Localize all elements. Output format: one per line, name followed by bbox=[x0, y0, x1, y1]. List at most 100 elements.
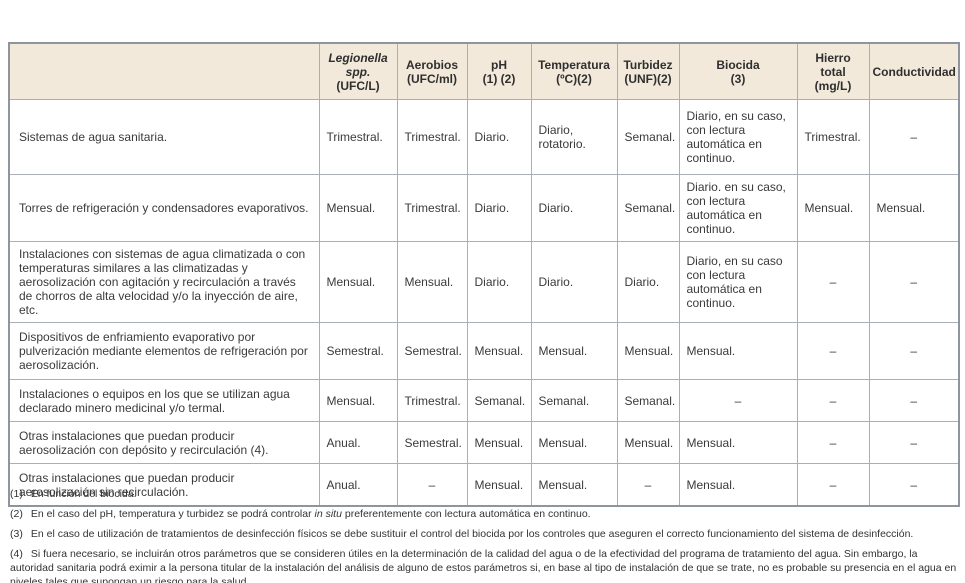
col-header-biocida: Biocida (3) bbox=[678, 42, 798, 100]
cell-ph: Mensual. bbox=[466, 322, 532, 380]
cell-legionella: Semestral. bbox=[318, 322, 398, 380]
footnote-text-italic: in situ bbox=[314, 508, 342, 520]
cell-conductividad: – bbox=[868, 241, 960, 323]
cell-turbidez: Semanal. bbox=[616, 99, 680, 175]
cell-aerobios: Trimestral. bbox=[396, 174, 468, 242]
footnote-number: (1) bbox=[10, 488, 23, 500]
cell-aerobios: – bbox=[396, 463, 468, 507]
cell-temperatura: Mensual. bbox=[530, 421, 618, 464]
col-header-temperatura-line1: Temperatura bbox=[538, 57, 610, 72]
table-row: Sistemas de agua sanitaria. Trimestral. … bbox=[8, 99, 960, 175]
cell-conductividad: – bbox=[868, 421, 960, 464]
cell-temperatura: Diario, rotatorio. bbox=[530, 99, 618, 175]
cell-legionella: Anual. bbox=[318, 421, 398, 464]
cell-ph: Diario. bbox=[466, 174, 532, 242]
footnote-text: preferentemente con lectura automática e… bbox=[341, 508, 591, 520]
cell-hierro: – bbox=[796, 421, 870, 464]
col-header-hierro: Hierro total (mg/L) bbox=[796, 42, 870, 100]
cell-biocida: Diario, en su caso con lectura automátic… bbox=[678, 241, 798, 323]
cell-temperatura: Mensual. bbox=[530, 322, 618, 380]
row-label: Sistemas de agua sanitaria. bbox=[8, 99, 320, 175]
cell-ph: Diario. bbox=[466, 99, 532, 175]
footnote-number: (2) bbox=[10, 508, 23, 520]
cell-legionella: Mensual. bbox=[318, 241, 398, 323]
table-row: Dispositivos de enfriamiento evaporativo… bbox=[8, 322, 960, 380]
row-label: Instalaciones o equipos en los que se ut… bbox=[8, 379, 320, 422]
cell-ph: Semanal. bbox=[466, 379, 532, 422]
cell-legionella: Trimestral. bbox=[318, 99, 398, 175]
col-header-hierro-line1: Hierro bbox=[815, 50, 851, 65]
col-header-aerobios-line1: Aerobios bbox=[405, 57, 458, 72]
col-header-conductividad: Conductividad bbox=[868, 42, 960, 100]
header-row: Legionella spp. (UFC/L) Aerobios (UFC/ml… bbox=[8, 42, 960, 100]
cell-legionella: Mensual. bbox=[318, 174, 398, 242]
col-header-legionella: Legionella spp. (UFC/L) bbox=[318, 42, 398, 100]
col-header-turbidez: Turbidez (UNF)(2) bbox=[616, 42, 680, 100]
col-header-ph-notes: (1) (2) bbox=[482, 71, 516, 86]
cell-biocida: Mensual. bbox=[678, 322, 798, 380]
footnote-text: Si fuera necesario, se incluirán otros p… bbox=[10, 548, 957, 583]
col-header-hierro-line2: total bbox=[820, 64, 846, 79]
col-header-aerobios-unit: (UFC/ml) bbox=[407, 71, 457, 86]
table-row: Otras instalaciones que puedan producir … bbox=[8, 421, 960, 464]
cell-biocida: Mensual. bbox=[678, 421, 798, 464]
cell-turbidez: – bbox=[616, 463, 680, 507]
cell-temperatura: Diario. bbox=[530, 174, 618, 242]
row-label: Instalaciones con sistemas de agua clima… bbox=[8, 241, 320, 323]
footnote-number: (3) bbox=[10, 528, 23, 540]
footnote-number: (4) bbox=[10, 548, 23, 560]
table-row: Instalaciones o equipos en los que se ut… bbox=[8, 379, 960, 422]
cell-conductividad: Mensual. bbox=[868, 174, 960, 242]
cell-conductividad: – bbox=[868, 322, 960, 380]
cell-aerobios: Trimestral. bbox=[396, 99, 468, 175]
row-label: Otras instalaciones que puedan producir … bbox=[8, 463, 320, 507]
footnote-2: (2) En el caso del pH, temperatura y turb… bbox=[10, 507, 958, 521]
footnote-3: (3) En el caso de utilización de tratamie… bbox=[10, 527, 958, 541]
cell-conductividad: – bbox=[868, 379, 960, 422]
cell-temperatura: Diario. bbox=[530, 241, 618, 323]
col-header-biocida-note: (3) bbox=[730, 71, 746, 86]
cell-conductividad: – bbox=[868, 99, 960, 175]
col-header-temperatura-unit: (ºC)(2) bbox=[556, 71, 592, 86]
cell-turbidez: Mensual. bbox=[616, 421, 680, 464]
table-row: Torres de refrigeración y condensadores … bbox=[8, 174, 960, 242]
cell-ph: Mensual. bbox=[466, 463, 532, 507]
cell-biocida: Diario. en su caso, con lectura automáti… bbox=[678, 174, 798, 242]
cell-hierro: – bbox=[796, 463, 870, 507]
cell-turbidez: Diario. bbox=[616, 241, 680, 323]
monitoring-frequency-table: Legionella spp. (UFC/L) Aerobios (UFC/ml… bbox=[8, 42, 960, 507]
footnote-text: En función del biocida. bbox=[30, 488, 137, 500]
row-label: Dispositivos de enfriamiento evaporativo… bbox=[8, 322, 320, 380]
row-label: Otras instalaciones que puedan producir … bbox=[8, 421, 320, 464]
col-header-legionella-unit: (UFC/L) bbox=[336, 78, 380, 93]
cell-aerobios: Semestral. bbox=[396, 322, 468, 380]
footnote-4: (4) Si fuera necesario, se incluirán otro… bbox=[10, 547, 958, 583]
cell-hierro: – bbox=[796, 379, 870, 422]
col-header-hierro-unit: (mg/L) bbox=[814, 78, 852, 93]
footnote-1: (1) En función del biocida. bbox=[10, 487, 958, 501]
cell-hierro: Mensual. bbox=[796, 174, 870, 242]
cell-aerobios: Trimestral. bbox=[396, 379, 468, 422]
cell-turbidez: Semanal. bbox=[616, 174, 680, 242]
footnote-text: En el caso de utilización de tratamiento… bbox=[30, 528, 914, 540]
cell-temperatura: Semanal. bbox=[530, 379, 618, 422]
table-row: Instalaciones con sistemas de agua clima… bbox=[8, 241, 960, 323]
col-header-biocida-line1: Biocida bbox=[716, 57, 760, 72]
cell-turbidez: Semanal. bbox=[616, 379, 680, 422]
col-header-legionella-line1: Legionella bbox=[328, 50, 388, 65]
col-header-ph-line1: pH bbox=[491, 57, 507, 72]
row-label: Torres de refrigeración y condensadores … bbox=[8, 174, 320, 242]
cell-aerobios: Mensual. bbox=[396, 241, 468, 323]
col-header-ph: pH (1) (2) bbox=[466, 42, 532, 100]
cell-ph: Mensual. bbox=[466, 421, 532, 464]
col-header-empty bbox=[8, 42, 320, 100]
col-header-legionella-line2: spp. bbox=[345, 64, 371, 79]
footnotes: (1) En función del biocida. (2) En el caso… bbox=[10, 487, 958, 583]
cell-hierro: Trimestral. bbox=[796, 99, 870, 175]
col-header-turbidez-line1: Turbidez bbox=[623, 57, 673, 72]
col-header-aerobios: Aerobios (UFC/ml) bbox=[396, 42, 468, 100]
cell-conductividad: – bbox=[868, 463, 960, 507]
cell-hierro: – bbox=[796, 241, 870, 323]
cell-legionella: Mensual. bbox=[318, 379, 398, 422]
